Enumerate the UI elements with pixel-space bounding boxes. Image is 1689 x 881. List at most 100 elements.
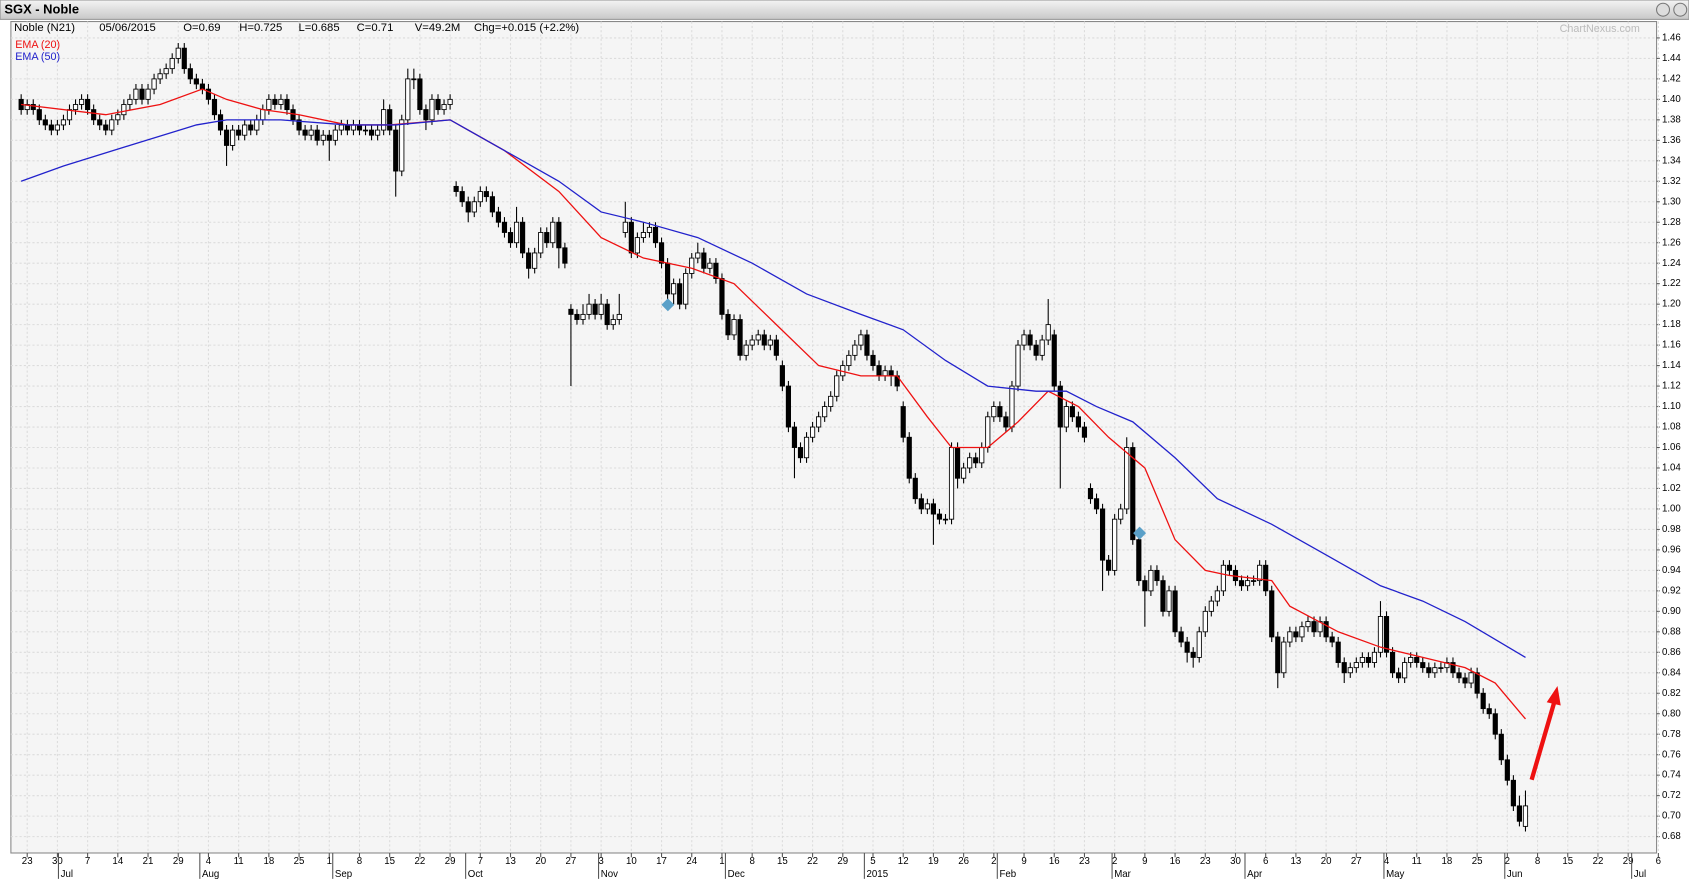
candle-body [816,416,822,428]
x-tick-label: 2 [991,856,996,867]
candle-body [1057,385,1063,428]
candle-body [695,252,701,259]
candle-body [1106,559,1112,571]
candle-body [121,104,127,116]
candle-body [876,365,882,377]
candle-body [604,303,610,326]
candle-body [1142,580,1148,592]
candle-body [471,201,477,213]
watermark: ChartNexus.com [1560,23,1640,35]
x-tick-label: 17 [656,856,667,867]
candle-body [967,457,973,469]
info-item: H=0.725 [239,22,282,34]
x-tick-label: 27 [566,856,577,867]
candle-body [36,109,42,121]
candle-body [1365,656,1371,663]
x-tick-label: 22 [1593,856,1604,867]
y-tick-label: 0.92 [1662,585,1681,596]
candle-body [1299,626,1305,638]
x-tick-label: 22 [415,856,426,867]
candle-body [483,191,489,198]
x-tick-label: 29 [837,856,848,867]
y-tick-label: 1.32 [1662,176,1681,187]
candle-body [1009,385,1015,428]
x-tick-label: 19 [928,856,939,867]
candle-body [888,370,894,377]
candle-body [109,119,115,131]
candle-body [1359,656,1365,663]
x-tick-label: 9 [1142,856,1147,867]
x-tick-label: 25 [1472,856,1483,867]
candle-body [580,313,586,320]
y-tick-label: 0.78 [1662,729,1681,740]
candle-body [961,467,967,479]
candle-body [1027,334,1033,346]
candle-body [574,313,580,320]
candle-body [326,134,332,141]
candle-body [924,503,930,510]
candle-body [387,109,393,131]
y-tick-label: 1.00 [1662,504,1681,515]
candle-body [1148,569,1154,592]
candle-body [1136,539,1142,582]
x-tick-label: 27 [1351,856,1362,867]
candle-body [308,129,314,136]
candle-body [707,262,713,269]
x-tick-label: 13 [505,856,516,867]
candle-body [477,191,483,203]
y-tick-label: 0.90 [1662,606,1681,617]
month-label: Mar [1114,869,1131,880]
candle-body [1335,641,1341,663]
info-item: V=49.2M [415,22,461,34]
minimize-button[interactable] [1656,2,1671,17]
x-tick-label: 11 [1412,856,1422,867]
candle-body [393,129,399,172]
candle-body [1281,641,1287,674]
candle-body [1498,733,1504,761]
x-tick-label: 11 [234,856,244,867]
month-label: May [1386,869,1404,880]
x-tick-label: 8 [1535,856,1540,867]
y-tick-label: 1.08 [1662,422,1681,433]
candle-body [447,98,453,105]
expand-button[interactable] [1673,2,1688,17]
x-tick-label: 3 [598,856,603,867]
y-tick-label: 0.70 [1662,811,1681,822]
candle-body [918,498,924,510]
candle-body [1015,344,1021,387]
candle-body [973,457,979,464]
y-tick-label: 1.20 [1662,299,1681,310]
candle-body [97,119,103,126]
candle-body [175,47,181,59]
marks [18,43,1529,832]
x-tick-label: 25 [294,856,305,867]
candle-body [797,447,804,459]
x-tick-label: 29 [173,856,184,867]
x-tick-label: 30 [1230,856,1241,867]
candle-body [942,518,949,521]
candle-body [139,88,145,100]
candle-body [54,124,60,131]
x-tick-label: 24 [686,856,697,867]
candle-body [1172,590,1178,633]
candle-body [1516,805,1523,822]
candle-body [115,114,121,121]
candle-body [242,124,248,136]
candle-body [1408,656,1414,663]
candle-body [701,252,707,269]
candle-body [683,273,689,305]
candle-body [1118,508,1124,520]
x-tick-label: 23 [1079,856,1090,867]
candle-body [1420,662,1426,669]
candle-body [767,339,773,346]
candle-body [163,68,169,75]
candle-body [930,503,936,515]
candle-body [1190,651,1196,658]
candle-body [1293,631,1299,638]
chart-title: SGX - Noble [4,2,79,17]
candle-body [1166,590,1172,612]
candle-body [1087,488,1094,500]
y-tick-label: 0.76 [1662,749,1681,760]
candle-body [1329,636,1335,643]
candle-body [1214,590,1220,602]
